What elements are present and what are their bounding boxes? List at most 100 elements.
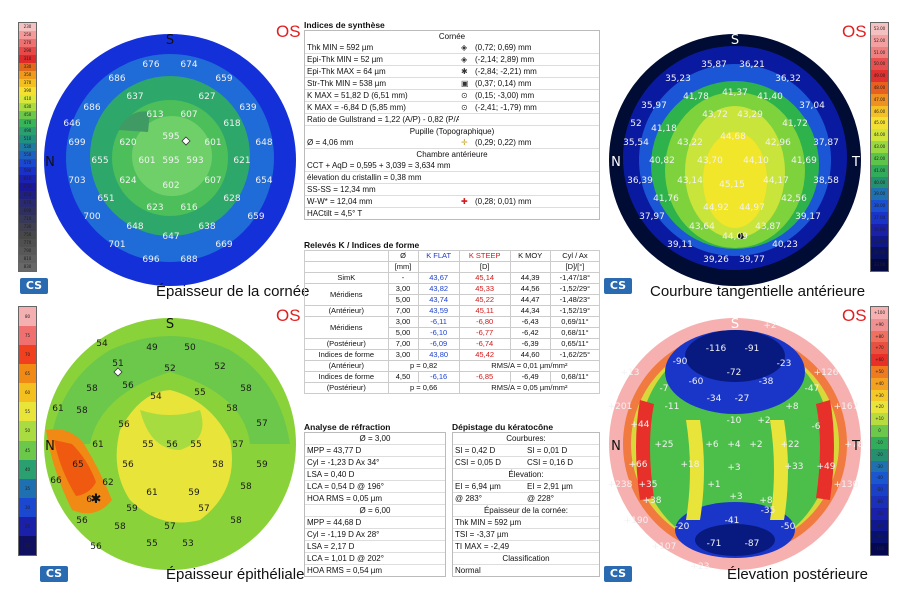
compass-nasal: N (45, 155, 55, 170)
map-value-label: 637 (126, 92, 143, 102)
indices-location: (0,28; 0,01) mm (475, 197, 532, 206)
map-value-label: 616 (180, 203, 197, 213)
map-value-label: +18 (681, 460, 700, 470)
eye-label-top-right: OS (842, 22, 867, 41)
cs-button-top-left[interactable]: CS (20, 278, 48, 294)
screening-value: @ 228° (527, 494, 554, 503)
scale-swatch: 48.00 (871, 82, 888, 94)
scale-swatch: 70 (19, 345, 36, 365)
eye-label-bottom-left: OS (276, 306, 301, 325)
indices-location: (-2,41; -1,79) mm (475, 103, 537, 112)
classification-value: Normal (453, 564, 599, 576)
map-value-label: 36,39 (627, 176, 653, 186)
map-value-label: 57 (198, 504, 209, 514)
scale-swatch: +70 (871, 342, 888, 355)
indices-location: (0,37; 0,14) mm (475, 79, 532, 88)
map-value-label: 58 (240, 482, 252, 492)
scale-swatch: 30 (19, 497, 36, 517)
table-cell: 43,59 (417, 305, 460, 317)
map-title-epithelial-thickness: Épaisseur épithéliale (166, 566, 305, 583)
cornea-section: Cornée Thk MIN = 592 µm ◈ (0,72; 0,69) mm E… (304, 30, 600, 220)
map-value-label: 44,92 (703, 203, 729, 213)
table-cell: 0,68/11° (549, 371, 601, 383)
table-cell: K FLAT (417, 250, 460, 262)
map-value-label: 38,58 (813, 176, 839, 186)
scale-swatch: 530 (19, 143, 36, 151)
screening-line: Thk MIN = 592 µm (453, 516, 599, 528)
map-value-label: 53 (182, 539, 193, 549)
table-cell: 44,56 (509, 283, 551, 295)
cs-button-bottom-right[interactable]: CS (604, 566, 632, 582)
map-value-label: -47 (805, 384, 820, 394)
map-value-label: 646 (63, 119, 80, 129)
map-value-label: 41,72 (782, 119, 808, 129)
map-value-label: -90 (673, 357, 688, 367)
pupil-header: Pupille (Topographique) (305, 125, 599, 137)
map-value-label: 64 (86, 495, 98, 505)
table-cell: 5,00 (387, 294, 419, 306)
map-title-posterior-elevation: Élevation postérieure (727, 566, 868, 583)
indices-row: élevation du cristallin = 0,38 mm (305, 171, 599, 183)
map-value-label: +167 (834, 402, 859, 412)
screening-line: TSI = -3,37 µm (453, 528, 599, 540)
indices-label: Ø = 4,06 mm (307, 138, 354, 147)
map-value-label: 686 (108, 74, 125, 84)
location-marker-icon (459, 160, 473, 171)
table-cell: -6,10 (417, 327, 460, 339)
indices-label: K MAX = -6,84 D (5,85 mm) (307, 103, 406, 112)
table-cell: 4,50 (387, 371, 419, 383)
table-cell: 5,00 (387, 327, 419, 339)
table-cell: [D] (458, 261, 511, 273)
table-cell: -1,48/23° (549, 294, 601, 306)
map-value-label: 58 (114, 522, 126, 532)
map-value-label: +13 (621, 368, 640, 378)
refraction-line: Ø = 3,00 (359, 434, 391, 443)
map-value-label: 59 (256, 460, 268, 470)
scale-swatch: 46.00 (871, 105, 888, 118)
screening-value: EI = 6,94 µm (455, 482, 501, 491)
map-value-label: +22 (781, 440, 800, 450)
map-value-label: 647 (162, 232, 179, 242)
classification-header: Classification (453, 552, 599, 564)
map-value-label: 607 (204, 176, 221, 186)
table-cell: -6,43 (509, 316, 551, 328)
table-cell: 43,80 (417, 349, 460, 361)
table-cell: 45,33 (458, 283, 511, 295)
map-value-label: 602 (162, 181, 179, 191)
scale-swatch: 710 (19, 215, 36, 223)
cs-button-bottom-left[interactable]: CS (40, 566, 68, 582)
cornea-header: Cornée (438, 32, 466, 41)
scale-swatch: 230 (19, 23, 36, 31)
map-value-label: 648 (126, 222, 143, 232)
summary-indices-title: Indices de synthèse (304, 20, 385, 30)
map-value-label: +78 (845, 440, 864, 450)
scale-swatch: 37.00 (871, 211, 888, 224)
compass-temporal: T (851, 155, 860, 170)
map-value-label: +3 (729, 492, 742, 502)
table-cell: -1,47/18° (549, 272, 601, 284)
color-scale-curvature: 53.00 52.00 51.00 50.00 49.00 48.00 47.00 46.00… (870, 22, 889, 272)
table-cell: [D]/[°] (549, 261, 601, 273)
map-value-label: +3 (727, 463, 740, 473)
map-value-label: 62 (102, 478, 113, 488)
table-cell: Indices de forme (304, 349, 389, 361)
scale-swatch: 25 (19, 516, 36, 536)
map-value-label: 696 (142, 255, 159, 265)
table-cell: 45,11 (458, 305, 511, 317)
indices-location: (0,29; 0,22) mm (475, 138, 532, 147)
scale-swatch: 750 (19, 231, 36, 239)
map-value-label: 59 (188, 488, 200, 498)
cs-button-top-right[interactable]: CS (604, 278, 632, 294)
indices-row: CCT + AqD = 0,595 + 3,039 = 3,634 mm (305, 160, 599, 171)
scale-swatch: -40 (871, 472, 888, 485)
map-value-label: 624 (119, 176, 136, 186)
map-value-label: 607 (180, 110, 197, 120)
screening-pair: @ 283° @ 228° (453, 492, 599, 504)
scale-swatch: 33.00 (871, 259, 888, 271)
map-value-label: 58 (230, 516, 242, 526)
eye-label-bottom-right: OS (842, 306, 867, 325)
keratoconus-box: Courbures: SI = 0,42 D SI = 0,01 D CSI = 0,… (452, 432, 600, 577)
color-scale-elevation: +100 +90 +80 +70 +60 +50 +40 +30 +20 +10 0 -10 -20 -3… (870, 306, 889, 556)
screening-pair: SI = 0,42 D SI = 0,01 D (453, 444, 599, 456)
scale-swatch: 550 (19, 151, 36, 159)
